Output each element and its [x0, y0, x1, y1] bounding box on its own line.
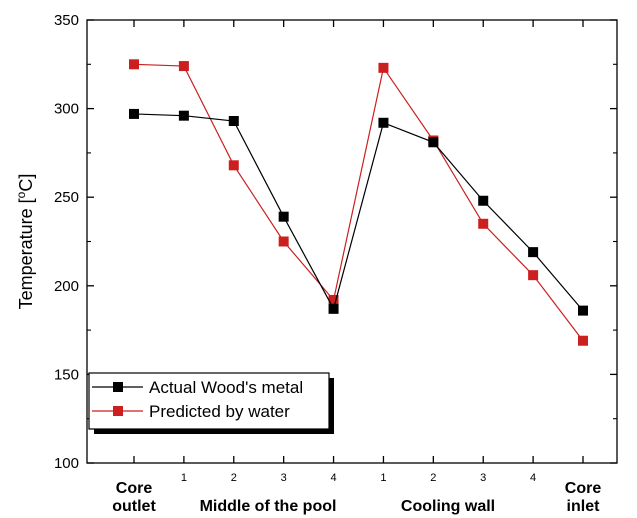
series-layer	[129, 59, 588, 346]
y-tick-label: 150	[54, 366, 79, 383]
y-tick-label: 200	[54, 278, 79, 295]
x-group-label: inlet	[567, 498, 601, 515]
x-group-label: Core	[116, 480, 153, 497]
data-point	[328, 294, 339, 305]
x-group-label: Middle of the pool	[200, 498, 337, 515]
legend-marker	[113, 382, 123, 392]
series-actual	[129, 108, 588, 316]
x-group-label: outlet	[112, 498, 156, 515]
legend-label: Actual Wood's metal	[149, 378, 303, 397]
series-line	[133, 113, 584, 311]
data-point	[129, 108, 139, 119]
data-point	[178, 61, 189, 72]
series-predicted	[129, 59, 588, 346]
data-point	[578, 305, 588, 316]
series-line	[133, 63, 584, 342]
data-point	[278, 236, 289, 247]
data-point	[528, 247, 539, 258]
x-tick-label: 4	[330, 472, 336, 484]
data-point	[178, 110, 189, 121]
data-point	[428, 137, 439, 148]
legend-label: Predicted by water	[149, 402, 290, 421]
legend: Actual Wood's metal Predicted by water	[88, 372, 334, 434]
x-tick-label: 3	[281, 472, 287, 484]
data-point	[578, 335, 588, 346]
x-tick-label: 4	[530, 472, 536, 484]
ylabel-suffix: C]	[16, 174, 36, 192]
y-tick-label: 100	[54, 455, 79, 472]
data-point	[228, 116, 239, 127]
x-tick-label: 2	[231, 472, 237, 484]
data-point	[478, 218, 489, 229]
y-tick-label: 350	[54, 12, 79, 29]
data-point	[528, 270, 539, 281]
ylabel-prefix: Temperature [	[16, 198, 36, 309]
x-group-label: Core	[565, 480, 602, 497]
x-group-label: Cooling wall	[401, 498, 495, 515]
data-point	[228, 160, 239, 171]
y-axis-label: Temperature [oC]	[14, 174, 36, 310]
x-tick-label: 1	[181, 472, 187, 484]
x-tick-label: 1	[380, 472, 386, 484]
ylabel-superscript: o	[14, 191, 28, 198]
data-point	[278, 211, 289, 222]
x-tick-label: 2	[430, 472, 436, 484]
y-tick-label: 300	[54, 101, 79, 118]
y-tick-label: 250	[54, 189, 79, 206]
legend-box	[88, 372, 330, 430]
data-point	[328, 303, 339, 314]
y-axis: 100 150 200 250 300 350	[54, 12, 617, 472]
data-point	[129, 59, 139, 70]
y-axis-title: Temperature [oC]	[14, 174, 36, 310]
legend-marker	[113, 406, 123, 416]
x-tick-label: 3	[480, 472, 486, 484]
data-point	[378, 117, 389, 128]
data-point	[478, 195, 489, 206]
data-point	[378, 62, 389, 73]
